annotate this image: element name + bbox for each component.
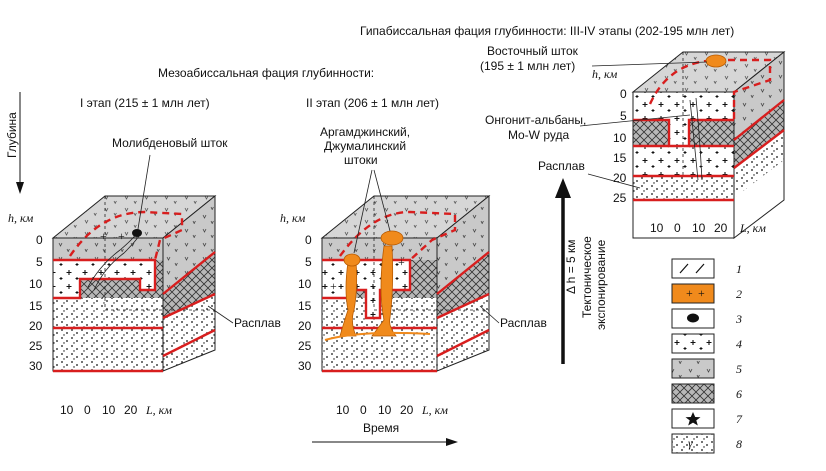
block2-depth-10: 10 bbox=[298, 277, 312, 291]
tectonic-label-line2: экспонирование bbox=[594, 239, 608, 330]
block2-l-0: 0 bbox=[360, 403, 367, 417]
meso-facies-title: Мезоабиссальная фация глубинности: bbox=[158, 66, 374, 80]
melt-label-3: Расплав bbox=[538, 159, 585, 173]
legend-num-5: 5 bbox=[736, 362, 742, 376]
legend-num-6: 6 bbox=[736, 387, 742, 401]
block3-l-scale: 10 0 10 20 L, км bbox=[650, 221, 766, 235]
argam-label-line1: Аргамджинский, bbox=[320, 125, 410, 139]
block3-l-20: 20 bbox=[714, 221, 728, 235]
legend-num-4: 4 bbox=[736, 337, 742, 351]
block1-l-label: L, км bbox=[145, 403, 172, 417]
block3-depth-10: 10 bbox=[613, 131, 627, 145]
block2-l-10a: 10 bbox=[336, 403, 350, 417]
block3-depth-25: 25 bbox=[613, 191, 627, 205]
ongonite-label-line1: Онгонит-альбаны, bbox=[485, 113, 586, 127]
depth-axis: Глубина bbox=[5, 92, 24, 194]
block2-depth-scale: h, км 0 5 10 15 20 25 30 bbox=[280, 211, 312, 373]
svg-text:+: + bbox=[330, 279, 337, 293]
block3-l-0: 0 bbox=[674, 221, 681, 235]
legend-num-7: 7 bbox=[736, 412, 743, 426]
block1-depth-0: 0 bbox=[36, 233, 43, 247]
block1-l-0: 0 bbox=[84, 403, 91, 417]
tectonic-label-line1: Тектоническое bbox=[580, 236, 594, 318]
block2-l-label: L, км bbox=[421, 403, 448, 417]
block2-depth-20: 20 bbox=[298, 319, 312, 333]
block2-depth-0: 0 bbox=[305, 233, 312, 247]
melt-label-1: Расплав bbox=[234, 316, 281, 330]
block1-depth-20: 20 bbox=[29, 319, 43, 333]
block2-depth-30: 30 bbox=[298, 359, 312, 373]
stage1-title: I этап (215 ± 1 млн лет) bbox=[80, 96, 210, 110]
gray-v-pattern-icon bbox=[671, 358, 715, 379]
moly-stock-label: Молибденовый шток bbox=[112, 136, 228, 150]
block2-depth-5: 5 bbox=[305, 255, 312, 269]
crosshatch-icon bbox=[671, 383, 715, 404]
time-axis: Время bbox=[312, 421, 458, 446]
depth-axis-label: Глубина bbox=[5, 112, 19, 158]
block3-l-10b: 10 bbox=[692, 221, 706, 235]
block1-depth-30: 30 bbox=[29, 359, 43, 373]
block1-l-10a: 10 bbox=[60, 403, 74, 417]
legend-num-3: 3 bbox=[735, 312, 742, 326]
block1-depth-5: 5 bbox=[36, 255, 43, 269]
stage2-title: II этап (206 ± 1 млн лет) bbox=[306, 96, 439, 110]
legend-num-1: 1 bbox=[736, 262, 742, 276]
block1-depth-15: 15 bbox=[29, 299, 43, 313]
block3-depth-scale: h, км 0 5 10 15 20 25 bbox=[592, 67, 627, 205]
block1-h-label: h, км bbox=[8, 211, 34, 225]
legend: 1 + + 2 3 4 5 6 7 γ 8 bbox=[671, 258, 743, 454]
svg-text:+: + bbox=[686, 286, 693, 300]
block3-depth-5: 5 bbox=[620, 109, 627, 123]
block1-depth-25: 25 bbox=[29, 339, 43, 353]
orange-stocks bbox=[324, 230, 431, 341]
delta-h-label: Δ h = 5 км bbox=[564, 239, 578, 294]
block2-h-label: h, км bbox=[280, 211, 306, 225]
block1-l-scale: 10 0 10 20 L, км bbox=[60, 403, 172, 417]
svg-text:+: + bbox=[118, 229, 125, 243]
block-stage2: + + bbox=[320, 194, 491, 373]
east-stock-label-line2: (195 ± 1 млн лет) bbox=[480, 59, 575, 73]
legend-num-2: 2 bbox=[736, 287, 742, 301]
block1-l-20: 20 bbox=[124, 403, 138, 417]
svg-text:+: + bbox=[698, 286, 705, 300]
block3-h-label: h, км bbox=[592, 67, 618, 81]
tectonic-exhumation-arrow: Δ h = 5 км Тектоническое экспонирование bbox=[555, 178, 608, 364]
block2-l-20: 20 bbox=[400, 403, 414, 417]
svg-text:γ: γ bbox=[688, 436, 693, 450]
argam-label-line3: штоки bbox=[344, 153, 378, 167]
hypo-facies-title: Гипабиссальная фация глубинности: III-IV… bbox=[360, 24, 734, 38]
block3-depth-15: 15 bbox=[613, 151, 627, 165]
time-axis-label: Время bbox=[363, 421, 399, 435]
block1-depth-10: 10 bbox=[29, 277, 43, 291]
svg-text:+: + bbox=[100, 229, 107, 243]
block1-depth-scale: h, км 0 5 10 15 20 25 30 bbox=[8, 211, 43, 373]
svg-text:+: + bbox=[398, 255, 405, 269]
block2-depth-25: 25 bbox=[298, 339, 312, 353]
orange-stock-icon bbox=[671, 283, 715, 304]
block2-l-scale: 10 0 10 20 L, км bbox=[336, 403, 448, 417]
block3-l-10a: 10 bbox=[650, 221, 664, 235]
legend-num-8: 8 bbox=[736, 437, 742, 451]
block-stage1: + + bbox=[51, 194, 217, 373]
block3-depth-0: 0 bbox=[620, 87, 627, 101]
block2-depth-15: 15 bbox=[298, 299, 312, 313]
block2-l-10b: 10 bbox=[378, 403, 392, 417]
melt-label-2: Расплав bbox=[500, 316, 547, 330]
dyke-lines-icon bbox=[671, 258, 715, 279]
block1-l-10b: 10 bbox=[102, 403, 116, 417]
plus-pattern-icon bbox=[671, 333, 715, 354]
block-stage3 bbox=[631, 50, 786, 240]
argam-label-line2: Джумалинский bbox=[324, 139, 406, 153]
east-stock-label-line1: Восточный шток bbox=[487, 44, 579, 58]
ongonite-label-line2: Mo-W руда bbox=[508, 128, 569, 142]
block3-l-label: L, км bbox=[739, 221, 766, 235]
dotted-gamma-icon bbox=[671, 433, 715, 454]
